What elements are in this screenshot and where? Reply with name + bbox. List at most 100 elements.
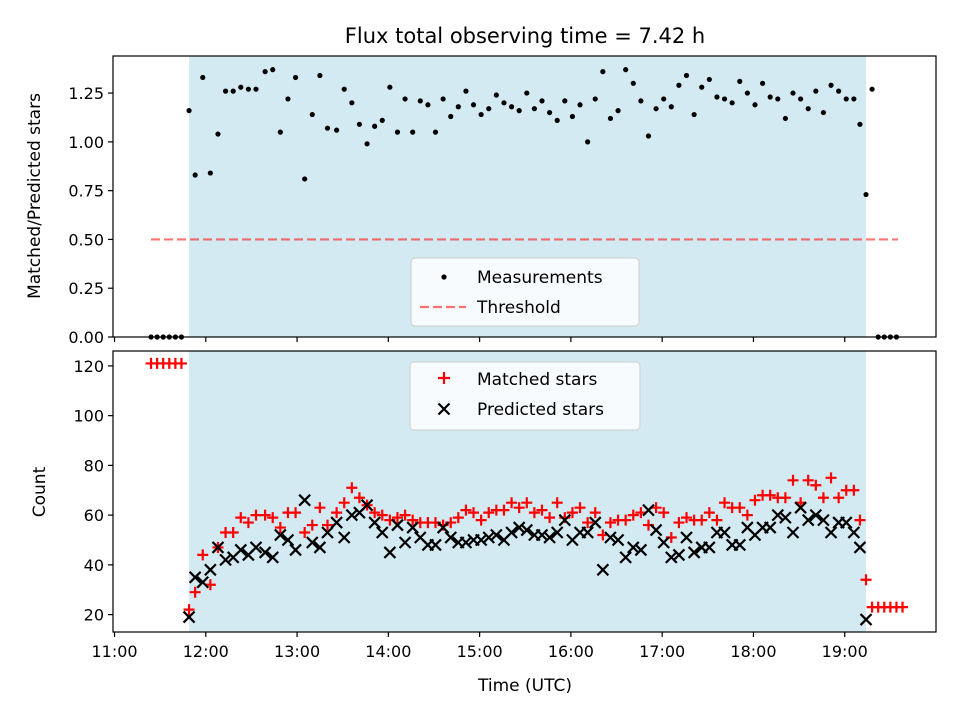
measurement-point <box>417 98 423 104</box>
ratio-marks <box>148 67 900 340</box>
measurement-point <box>759 80 766 86</box>
measurement-point <box>706 76 712 83</box>
ratio-y-tick-label: 1.00 <box>68 133 104 152</box>
predicted-stars-point <box>383 546 397 559</box>
predicted-stars-point <box>330 516 343 529</box>
matched-stars-point <box>528 507 540 519</box>
measurement-point <box>699 84 705 90</box>
measurement-point <box>547 109 553 116</box>
matched-stars-point <box>817 492 829 504</box>
predicted-stars-point <box>801 513 815 527</box>
measurement-point <box>309 111 315 118</box>
measurement-point <box>186 108 192 114</box>
matched-stars-point <box>779 492 791 504</box>
matched-stars-point <box>749 494 761 506</box>
measurement-point <box>554 117 560 123</box>
measurement-point <box>782 115 788 122</box>
ratio-x-ticks <box>113 337 846 342</box>
count-y-ticks: 20 40 60 80 100 120 <box>73 357 113 625</box>
matched-stars-point <box>719 497 731 509</box>
matched-stars-point <box>521 497 533 509</box>
matched-stars-point <box>833 492 845 504</box>
matched-stars-point <box>734 502 746 514</box>
measurement-point <box>425 102 431 108</box>
predicted-stars-point <box>368 516 381 529</box>
predicted-stars-point <box>398 536 412 549</box>
measurement-point <box>645 133 652 139</box>
count-y-tick-label: 80 <box>84 456 104 475</box>
ratio-legend: Measurements Threshold <box>410 257 640 327</box>
measurement-point <box>379 117 385 123</box>
measurement-point <box>432 129 439 135</box>
x-tick-label: 14:00 <box>365 642 411 661</box>
measurement-point <box>668 104 674 110</box>
predicted-stars-point <box>763 521 777 534</box>
measurement-point <box>200 74 206 81</box>
measurement-point <box>341 86 347 92</box>
matched-stars-point <box>574 502 586 514</box>
predicted-stars-point <box>204 563 217 577</box>
predicted-stars-point <box>626 541 640 554</box>
predicted-stars-point <box>520 523 534 537</box>
predicted-stars-point <box>718 526 731 539</box>
measurement-point <box>455 104 461 110</box>
matched-stars-point <box>703 507 715 519</box>
predicted-stars-point <box>596 563 610 577</box>
ratio-y-tick-label: 0.50 <box>68 230 104 249</box>
predicted-stars-point <box>543 531 556 544</box>
matched-stars-point <box>897 601 909 613</box>
predicted-stars-point <box>289 543 302 557</box>
predicted-stars-point <box>786 526 800 539</box>
measurement-point <box>691 111 697 118</box>
predicted-stars-point <box>459 536 473 549</box>
measurement-point <box>729 100 735 106</box>
x-tick-label: 18:00 <box>730 642 776 661</box>
predicted-stars-point <box>375 526 389 539</box>
predicted-stars-point <box>306 536 319 549</box>
measurement-point <box>569 113 576 120</box>
measurement-point <box>683 72 690 79</box>
predicted-stars-point <box>406 521 419 534</box>
matched-stars-point <box>452 512 464 524</box>
predicted-stars-point <box>611 533 625 547</box>
predicted-stars-point <box>196 575 210 589</box>
x-tick-label: 11:00 <box>91 642 137 661</box>
measurement-point <box>813 88 819 94</box>
matched-stars-point <box>274 522 286 534</box>
predicted-stars-point <box>444 531 457 544</box>
predicted-stars-point <box>436 521 450 534</box>
measurement-point <box>790 90 796 96</box>
predicted-stars-point <box>298 493 311 507</box>
matched-stars-point <box>787 474 799 486</box>
predicted-stars-point <box>779 511 792 524</box>
matched-stars-point <box>825 472 837 484</box>
measurement-point <box>653 106 659 112</box>
predicted-stars-point <box>360 498 374 512</box>
predicted-stars-point <box>429 538 442 552</box>
measurement-point <box>752 102 758 108</box>
matched-stars-point <box>475 514 487 526</box>
matched-stars-point <box>513 502 525 514</box>
matched-stars-point <box>338 497 350 509</box>
measurement-point <box>402 96 408 102</box>
predicted-stars-point <box>535 528 549 542</box>
predicted-stars-point <box>619 551 632 564</box>
predicted-stars-point <box>274 528 287 542</box>
measurement-point <box>775 96 781 102</box>
matched-stars-point <box>299 527 311 539</box>
measurement-point <box>805 106 811 112</box>
measurement-point <box>215 131 221 137</box>
matched-stars-point <box>346 482 358 494</box>
measurement-point <box>661 96 667 102</box>
predicted-stars-point <box>672 548 686 562</box>
predicted-stars-point <box>337 531 351 544</box>
matched-stars-point <box>369 507 381 519</box>
measurement-point <box>463 88 469 94</box>
predicted-stars-point <box>512 521 526 534</box>
count-x-ticks: 11:00 12:00 13:00 14:00 15:00 16:00 17:00 18:00… <box>91 632 868 661</box>
measurement-point <box>440 96 446 102</box>
count-y-tick-label: 60 <box>84 506 104 525</box>
measurement-point <box>600 69 606 75</box>
count-y-tick-label: 40 <box>84 556 104 575</box>
measurement-point <box>524 90 530 96</box>
